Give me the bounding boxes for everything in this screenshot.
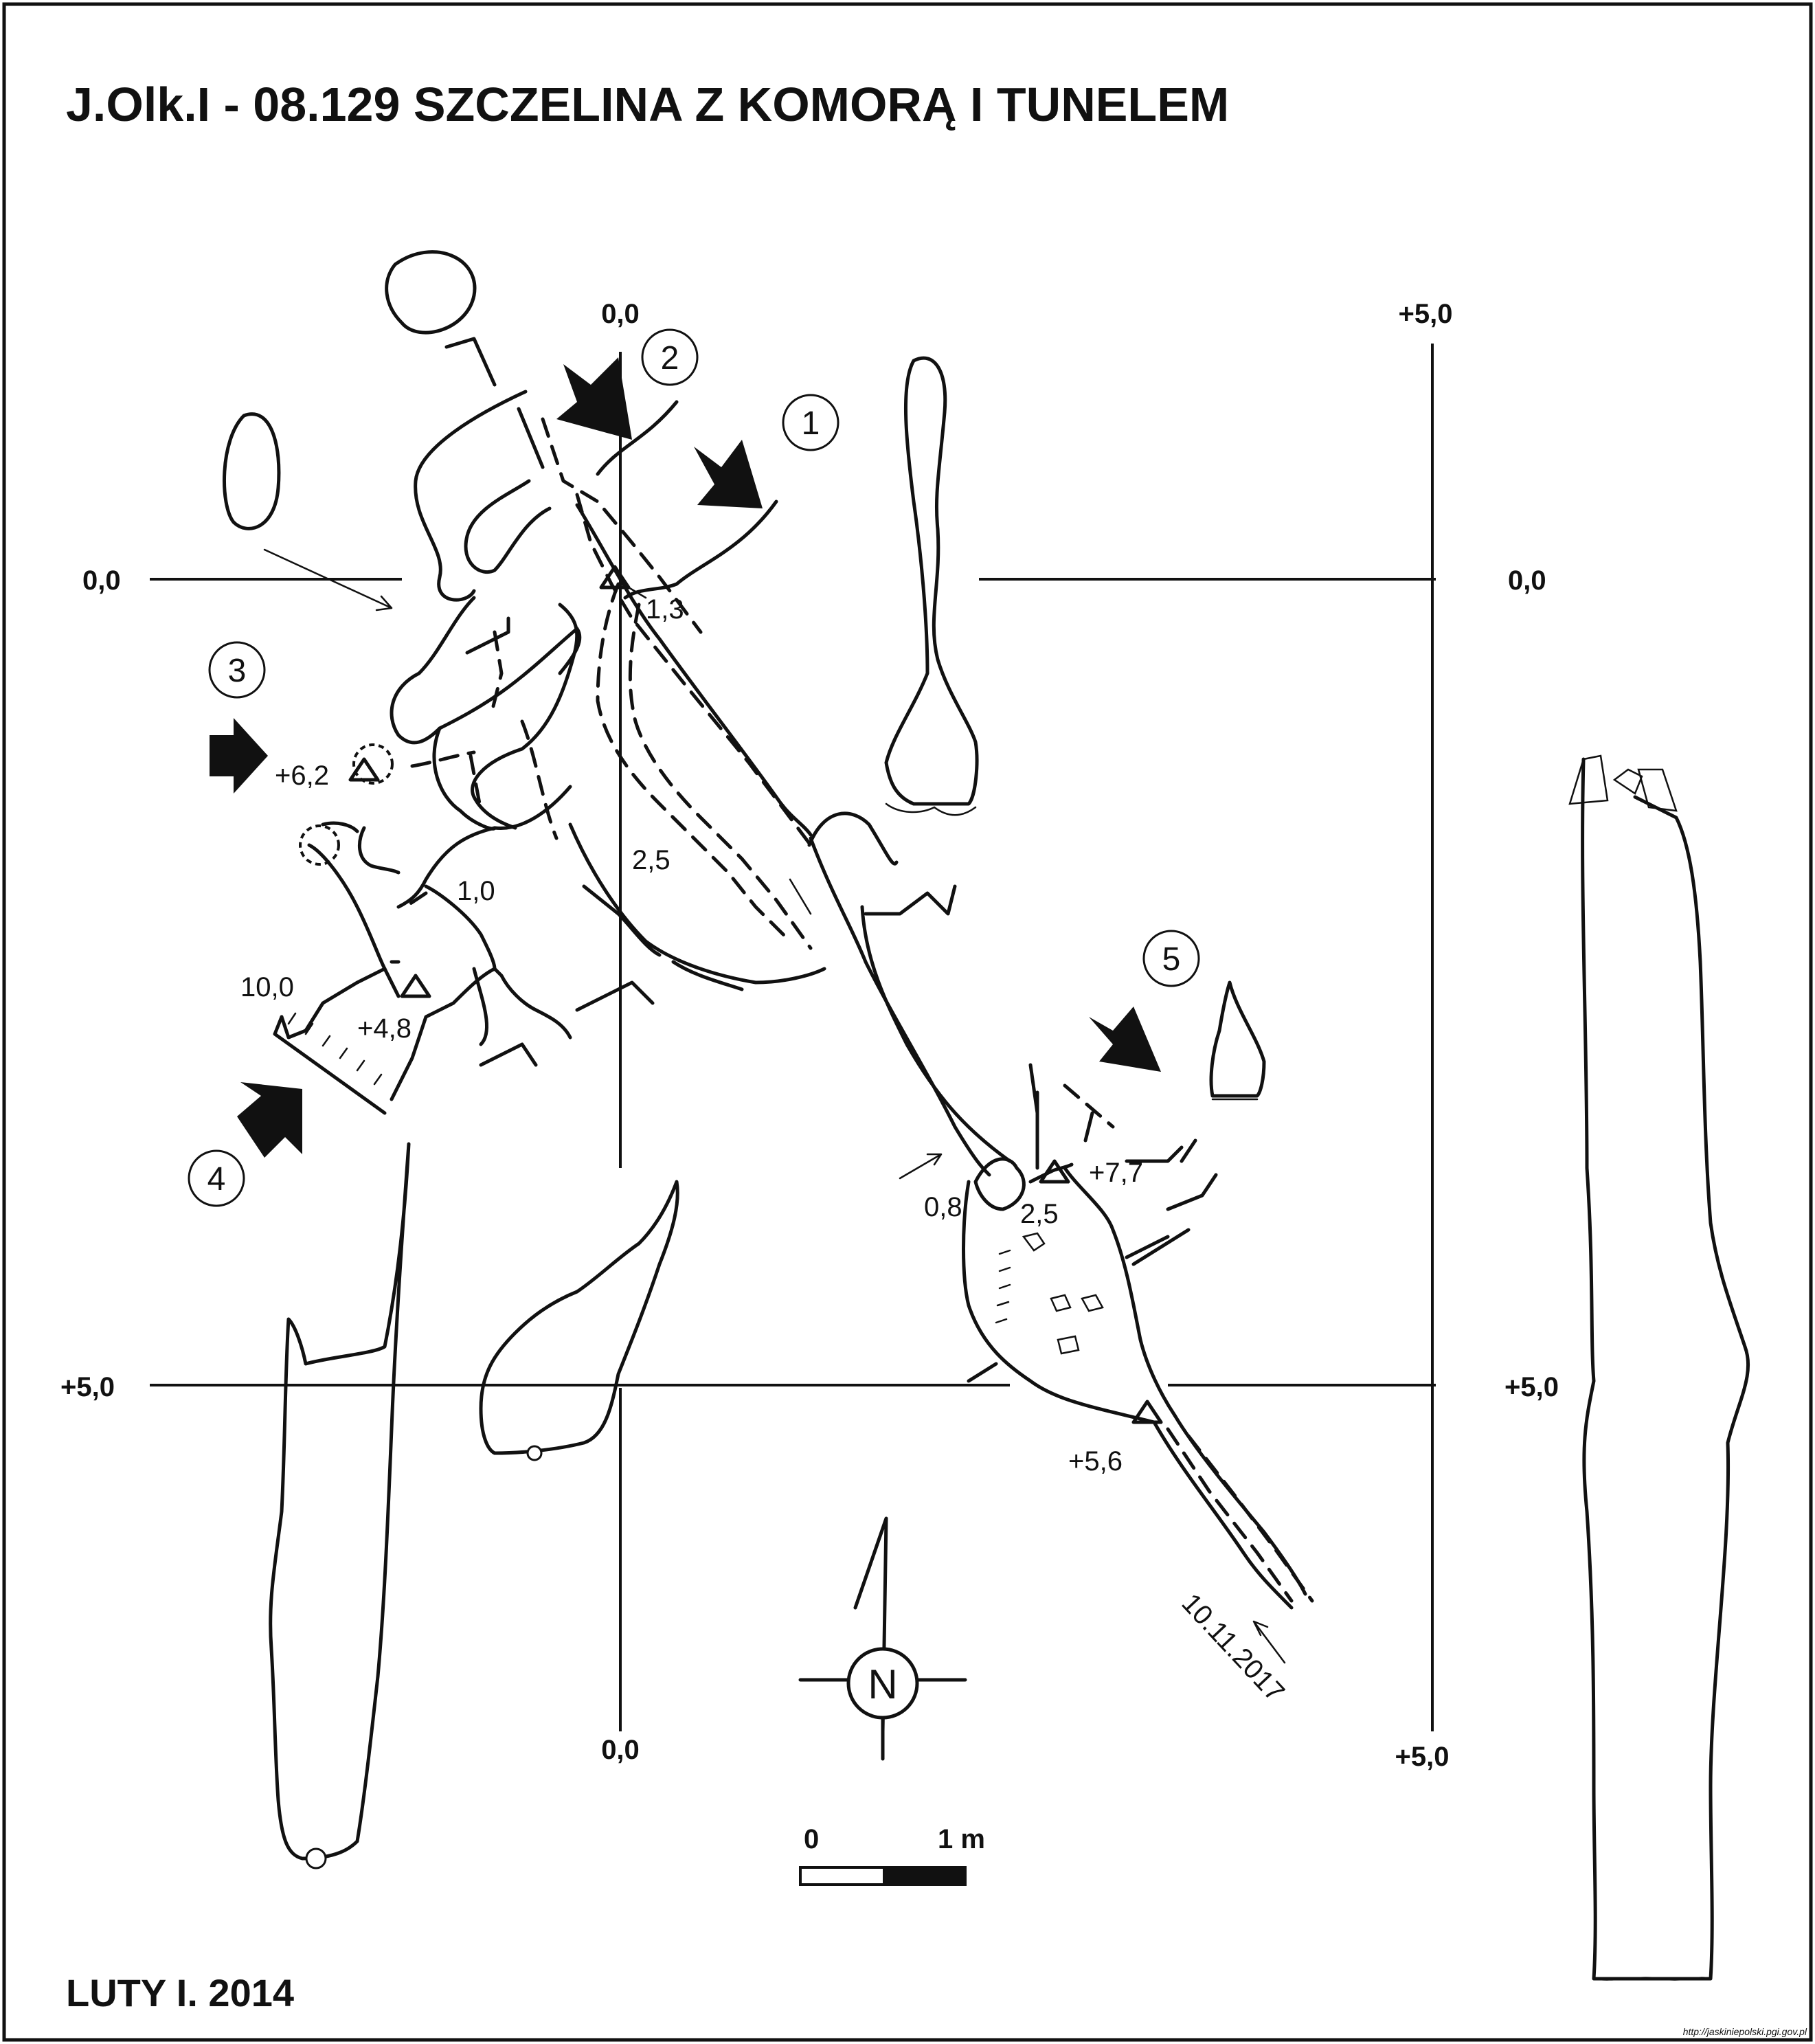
- shaft-symbol: [352, 743, 394, 785]
- section-number-1: 1: [802, 405, 820, 442]
- station-1: [599, 565, 631, 589]
- depth-label: +5,6: [1068, 1446, 1123, 1476]
- depth-label: +6,2: [275, 761, 329, 791]
- station-5: [1131, 1400, 1163, 1424]
- section-arrow-5: [1089, 1007, 1161, 1072]
- section-number-4: 4: [207, 1161, 226, 1198]
- rock-outline: [385, 250, 477, 335]
- map-title: J.Olk.I - 08.129 SZCZELINA Z KOMORĄ I TU…: [66, 78, 1229, 131]
- cross-sections: [269, 356, 1750, 1981]
- survey-stations: [299, 565, 1163, 1424]
- grid-label-left-y0: 0,0: [82, 565, 121, 596]
- section-number-5: 5: [1162, 941, 1181, 978]
- grid-label-right-y0: 0,0: [1508, 565, 1546, 596]
- depth-label: 2,5: [1020, 1199, 1059, 1229]
- source-url[interactable]: http://jaskiniepolski.pgi.gov.pl: [1683, 2026, 1807, 2037]
- depth-label: 10,0: [240, 972, 294, 1002]
- depth-label: +4,8: [357, 1013, 412, 1044]
- main-fissure-wall: [575, 503, 813, 837]
- depth-label: 0,8: [924, 1192, 962, 1222]
- cave-plan: [222, 250, 1314, 1610]
- grid-label-bottom-x5: +5,0: [1395, 1742, 1450, 1772]
- north-arrow: N: [798, 1516, 967, 1761]
- cross-section-5: [1209, 980, 1266, 1098]
- depth-label: 1,3: [646, 594, 684, 625]
- station-3: [400, 974, 431, 998]
- author-date: LUTY I. 2014: [66, 1971, 294, 2014]
- rock-outline-left: [222, 412, 281, 530]
- depth-label: 2,5: [632, 845, 670, 875]
- profile-arrow: [444, 337, 497, 387]
- tunnel-wall-left: [809, 836, 991, 1177]
- scale-end: 1 m: [938, 1824, 985, 1854]
- grid: [150, 344, 1436, 1731]
- section-arrows: [210, 357, 1161, 1158]
- cross-section-2: [1581, 757, 1750, 1981]
- grid-label-bottom-x0: 0,0: [601, 1735, 640, 1765]
- station-4: [1039, 1159, 1070, 1184]
- grid-label-top-x5: +5,0: [1399, 299, 1453, 329]
- cross-section-3: [479, 1180, 679, 1455]
- scale-start: 0: [804, 1824, 819, 1854]
- section-arrow-3: [210, 718, 268, 794]
- north-label: N: [868, 1661, 897, 1707]
- depth-label: 1,0: [457, 876, 495, 906]
- depth-label: +7,7: [1089, 1158, 1143, 1188]
- section-numbers: 1 2 3 4 5: [188, 328, 1200, 1207]
- grid-label-left-y5: +5,0: [60, 1372, 115, 1402]
- section-arrow-4: [237, 1082, 302, 1158]
- grid-label-right-y5: +5,0: [1504, 1372, 1559, 1402]
- ledge-line: [273, 1015, 387, 1115]
- cross-section-1: [884, 356, 979, 806]
- tunnel-wall-right: [860, 905, 1012, 1163]
- section-number-3: 3: [228, 653, 247, 689]
- cross-section-4: [269, 1142, 411, 1861]
- lower-chamber-wall: [962, 1180, 1156, 1424]
- scale-bar: 0 1 m: [799, 1824, 985, 1886]
- section-arrow-2: [556, 357, 632, 440]
- section-arrow-1: [694, 440, 763, 508]
- boulder: [973, 1157, 1026, 1211]
- grid-label-top-x0: 0,0: [601, 299, 640, 329]
- section-number-2: 2: [661, 340, 679, 377]
- depth-labels: 1,3 +6,2 2,5 1,0 10,0 +4,8 0,8 2,5 +7,7 …: [240, 594, 1143, 1476]
- shaft-symbol-2: [299, 824, 340, 866]
